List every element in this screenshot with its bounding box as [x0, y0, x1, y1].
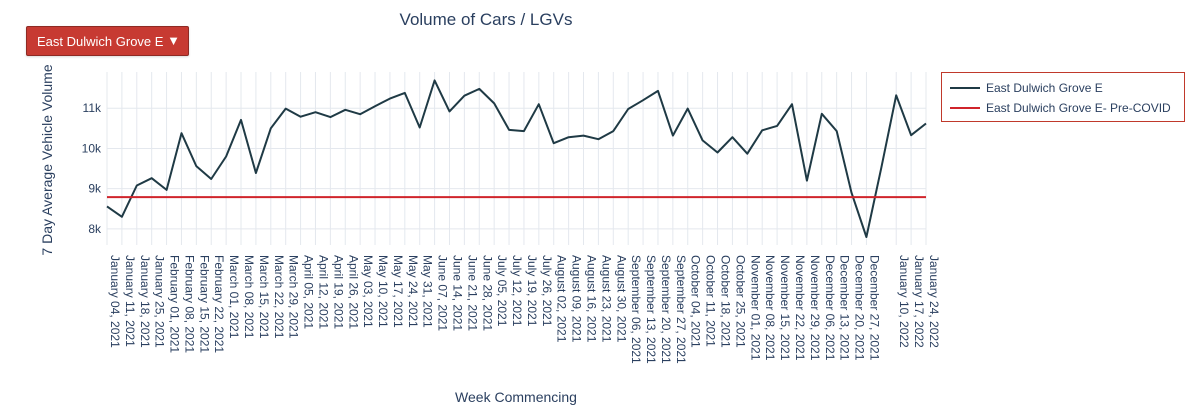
legend-swatch-series-1 [950, 87, 980, 89]
x-tick-label: May 10, 2021 [376, 255, 390, 328]
x-tick-label: October 25, 2021 [733, 255, 747, 348]
x-tick-label: September 20, 2021 [659, 255, 673, 364]
series-line-1 [106, 79, 927, 238]
x-tick-label: July 26, 2021 [540, 255, 554, 327]
x-tick-label: December 27, 2021 [867, 255, 881, 361]
y-gridlines [107, 107, 926, 230]
x-axis-label: Week Commencing [455, 389, 577, 405]
x-tick-label: July 12, 2021 [510, 255, 524, 327]
legend-label-series-1: East Dulwich Grove E [986, 81, 1103, 95]
x-tick-label: August 16, 2021 [585, 255, 599, 343]
x-gridlines [106, 72, 927, 245]
y-tick-label: 10k [82, 141, 102, 155]
x-tick-label: June 21, 2021 [465, 255, 479, 331]
x-tick-label: June 28, 2021 [480, 255, 494, 331]
x-tick-label: January 10, 2022 [897, 255, 911, 348]
y-tick-label: 9k [88, 182, 102, 196]
x-tick-label: April 19, 2021 [331, 255, 345, 329]
x-tick-label: May 17, 2021 [391, 255, 405, 328]
x-tick-label: March 29, 2021 [287, 255, 301, 339]
x-tick-label: January 18, 2021 [138, 255, 152, 348]
location-dropdown[interactable]: East Dulwich Grove E ▼ [26, 26, 189, 56]
chart-title: Volume of Cars / LGVs [400, 10, 573, 29]
x-tick-label: March 08, 2021 [242, 255, 256, 339]
x-tick-label: May 24, 2021 [406, 255, 420, 328]
x-tick-label: February 15, 2021 [197, 255, 211, 353]
x-tick-label: April 05, 2021 [302, 255, 316, 329]
x-tick-label: September 13, 2021 [644, 255, 658, 364]
dropdown-selected-label: East Dulwich Grove E [37, 33, 164, 49]
series-lines [106, 79, 927, 238]
legend: East Dulwich Grove E East Dulwich Grove … [941, 72, 1185, 122]
x-tick-labels: January 04, 2021 January 11, 2021 January … [108, 255, 941, 364]
x-tick-label: May 31, 2021 [421, 255, 435, 328]
x-tick-label: September 06, 2021 [629, 255, 643, 364]
x-tick-label: July 19, 2021 [525, 255, 539, 327]
x-tick-label: August 30, 2021 [614, 255, 628, 343]
y-tick-label: 11k [83, 101, 102, 115]
x-tick-label: January 25, 2021 [153, 255, 167, 348]
x-tick-label: February 01, 2021 [168, 255, 182, 353]
x-tick-label: October 04, 2021 [689, 255, 703, 348]
x-tick-label: July 05, 2021 [495, 255, 509, 327]
x-tick-label: January 24, 2022 [927, 255, 941, 348]
y-tick-label: 8k [88, 222, 102, 236]
x-tick-label: January 11, 2021 [123, 255, 137, 347]
dropdown-arrow-icon: ▼ [167, 33, 180, 48]
x-tick-label: May 03, 2021 [361, 255, 375, 328]
x-tick-label: March 01, 2021 [227, 255, 241, 339]
x-tick-label: June 07, 2021 [436, 255, 450, 331]
x-tick-label: August 09, 2021 [570, 255, 584, 343]
x-tick-label: April 26, 2021 [346, 255, 360, 329]
x-tick-label: January 17, 2022 [912, 255, 926, 348]
x-tick-label: August 23, 2021 [599, 255, 613, 343]
x-tick-label: December 06, 2021 [823, 255, 837, 361]
x-tick-label: February 08, 2021 [182, 255, 196, 353]
x-tick-label: October 11, 2021 [704, 255, 718, 347]
legend-item-series-2[interactable]: East Dulwich Grove E- Pre-COVID [950, 101, 1171, 115]
x-tick-label: November 22, 2021 [793, 255, 807, 361]
x-tick-label: November 29, 2021 [808, 255, 822, 361]
x-tick-label: September 27, 2021 [674, 255, 688, 364]
x-tick-label: January 04, 2021 [108, 255, 122, 348]
x-tick-label: March 22, 2021 [272, 255, 286, 339]
x-tick-label: November 08, 2021 [763, 255, 777, 361]
x-tick-label: November 15, 2021 [778, 255, 792, 361]
legend-label-series-2: East Dulwich Grove E- Pre-COVID [986, 101, 1171, 115]
x-tick-label: October 18, 2021 [719, 255, 733, 348]
y-axis-label: 7 Day Average Vehicle Volume [39, 64, 55, 255]
x-tick-label: June 14, 2021 [450, 255, 464, 331]
x-tick-label: March 15, 2021 [257, 255, 271, 339]
legend-item-series-1[interactable]: East Dulwich Grove E [950, 81, 1103, 95]
x-tick-label: November 01, 2021 [748, 255, 762, 361]
x-tick-label: April 12, 2021 [316, 255, 330, 329]
x-tick-label: February 22, 2021 [212, 255, 226, 353]
y-tick-labels: 8k 9k 10k 11k [82, 101, 102, 236]
legend-swatch-series-2 [950, 107, 980, 109]
x-tick-label: December 13, 2021 [838, 255, 852, 361]
x-tick-label: August 02, 2021 [555, 255, 569, 343]
x-tick-label: December 20, 2021 [853, 255, 867, 361]
